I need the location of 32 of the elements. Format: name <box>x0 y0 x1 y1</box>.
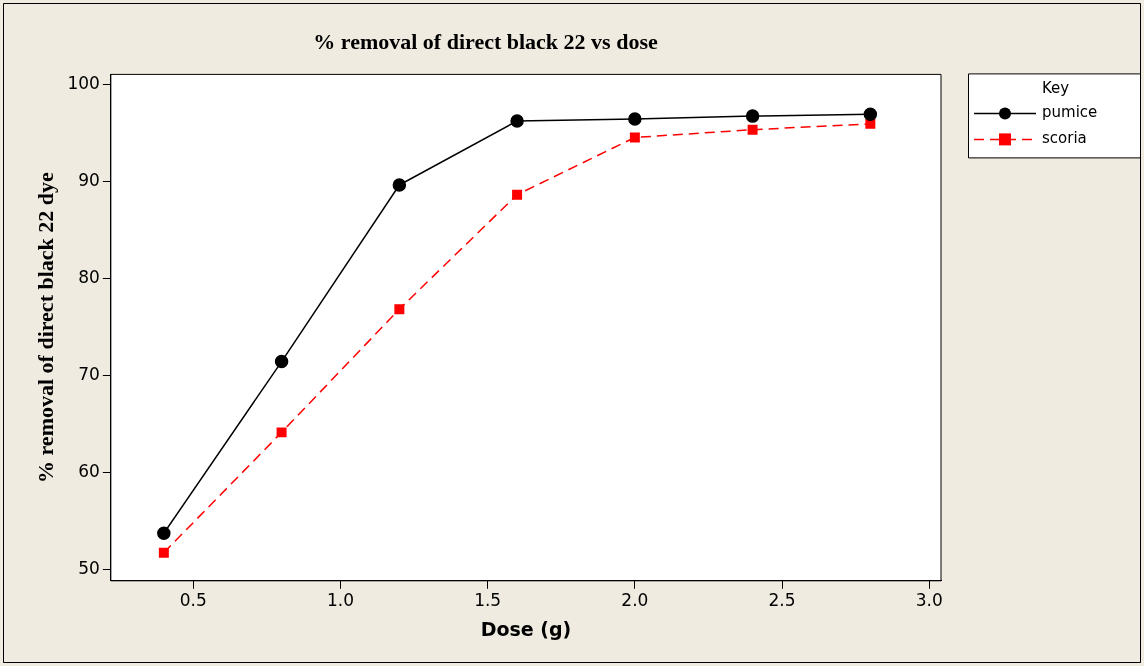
x-tick-label: 1.5 <box>474 590 502 611</box>
point <box>276 427 287 438</box>
point <box>510 114 524 128</box>
y-tick-label: 90 <box>78 169 100 190</box>
y-tick-label: 60 <box>78 460 100 481</box>
y-tick-label: 80 <box>78 266 100 287</box>
x-tick-label: 2.5 <box>768 590 796 611</box>
point <box>747 124 758 135</box>
point <box>158 547 169 558</box>
point <box>157 526 171 541</box>
legend-title: Key <box>1042 79 1070 98</box>
x-tick-label: 3.0 <box>915 590 943 611</box>
y-tick-label: 100 <box>67 72 100 93</box>
y-axis-title: % removal of direct black 22 dye <box>32 171 58 484</box>
x-tick-label: 0.5 <box>179 590 207 611</box>
x-tick-label: 2.0 <box>621 590 649 611</box>
point <box>863 107 878 121</box>
point <box>274 354 289 369</box>
point <box>628 112 642 126</box>
y-tick-label: 70 <box>78 363 100 384</box>
point <box>745 109 760 123</box>
point <box>394 304 405 315</box>
point <box>512 189 523 200</box>
point <box>629 132 640 143</box>
point <box>865 118 876 129</box>
legend-label: scoria <box>1042 129 1087 148</box>
point <box>392 178 407 192</box>
chart-title: % removal of direct black 22 vs dose <box>313 28 658 54</box>
y-tick-label: 50 <box>78 557 100 578</box>
x-axis-title: Dose (g) <box>480 617 572 640</box>
x-tick-label: 1.0 <box>326 590 354 611</box>
legend-label: pumice <box>1042 103 1098 122</box>
